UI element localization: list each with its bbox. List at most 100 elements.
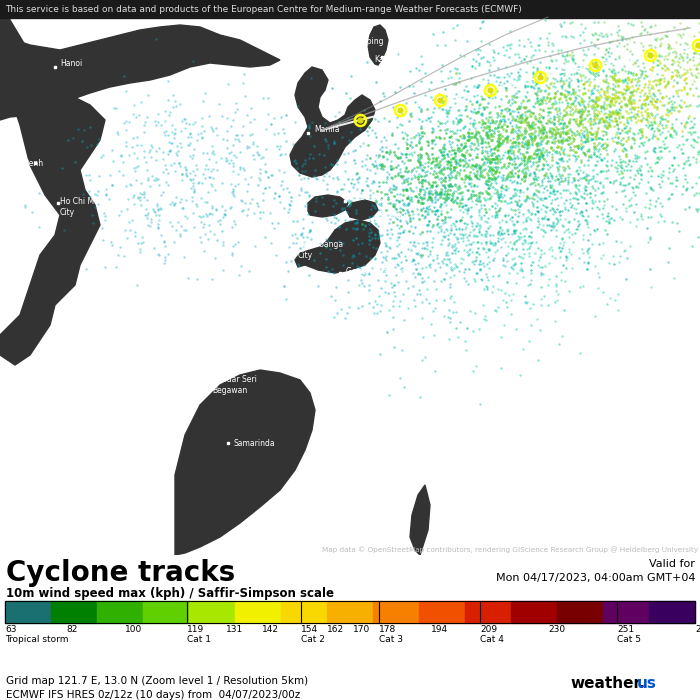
Point [583,66,594,77]
Point [471,168,482,179]
Point [495,223,506,234]
Point [530,145,541,156]
Point [468,118,479,129]
Point [259,165,270,176]
Point [615,127,626,139]
Point [389,200,400,211]
Point [362,125,373,136]
Point [189,222,200,233]
Point [502,229,513,240]
Point [458,266,470,277]
Point [615,237,626,248]
Point [655,74,666,85]
Point [361,164,372,175]
Point [383,305,394,316]
Point [634,86,645,97]
Point [535,67,546,78]
Point [519,150,530,162]
Point [586,118,597,130]
Point [269,112,280,123]
Point [612,132,624,144]
Point [509,74,520,85]
Point [407,142,418,153]
Point [389,183,400,195]
Point [653,50,664,62]
Point [392,153,403,164]
Point [247,139,258,150]
Point [578,78,589,90]
Point [668,56,680,67]
Point [630,56,641,67]
Point [672,78,683,89]
Point [583,143,594,154]
Point [649,99,660,111]
Point [626,87,638,98]
Point [470,160,482,172]
Point [96,151,107,162]
Point [568,203,580,214]
Point [570,188,582,199]
Point [430,187,442,198]
Point [485,125,496,136]
Point [621,85,632,96]
Point [206,140,218,151]
Point [559,90,570,101]
Point [497,162,508,173]
Point [539,172,550,183]
Point [601,121,612,132]
Point [666,103,678,114]
Point [444,180,455,191]
Point [512,172,524,183]
Point [465,127,476,139]
Point [510,187,521,198]
Point [461,172,472,183]
Point [670,48,681,59]
Point [485,229,496,240]
Point [449,247,461,258]
Point [377,164,388,175]
Point [428,155,439,167]
Point [533,115,544,126]
Point [632,181,643,193]
Point [663,76,674,87]
Point [302,232,313,243]
Point [600,115,611,126]
Point [446,166,457,177]
Point [488,239,499,251]
Point [621,135,632,146]
Point [538,160,549,171]
Point [328,137,339,148]
Point [552,204,563,215]
Point [666,99,678,110]
Point [529,146,540,157]
Point [526,260,537,271]
Point [398,184,409,195]
Point [528,173,540,184]
Point [606,65,617,76]
Point [562,50,573,61]
Point [221,153,232,164]
Point [587,88,598,99]
Point [593,29,604,41]
Point [529,134,540,145]
Point [467,326,478,337]
Point [611,118,622,130]
Point [485,220,496,232]
Point [476,135,487,146]
Point [496,241,507,253]
Point [141,164,153,176]
Point [529,132,540,144]
Point [491,172,502,183]
Point [519,125,530,136]
Point [188,55,199,66]
Point [85,122,96,133]
Point [162,76,174,87]
Point [442,162,454,173]
Point [661,90,672,101]
Point [500,173,512,184]
Point [602,299,613,310]
Point [552,186,563,197]
Point [622,158,634,169]
Point [500,82,511,93]
Point [678,120,690,132]
